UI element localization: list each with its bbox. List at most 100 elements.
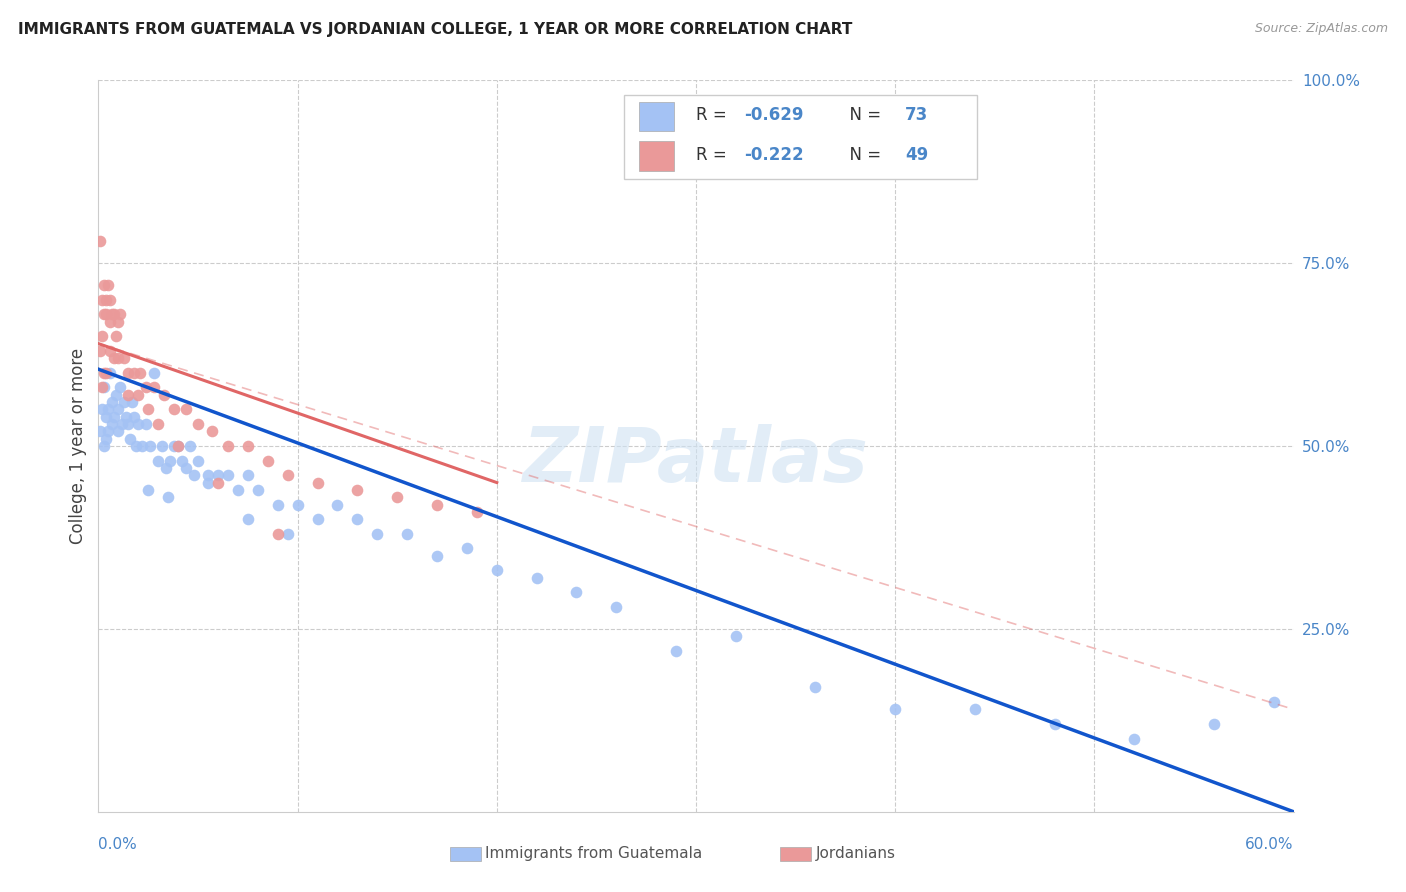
Point [136,483,159,497]
Point [526,571,548,585]
Text: 49: 49 [905,146,928,164]
Point [96,432,118,446]
Point [207,475,229,490]
Point [426,549,449,563]
Point [120,432,142,446]
Point [98,343,122,358]
Point [148,453,170,467]
Point [124,409,146,424]
Point [101,395,124,409]
Point [93,278,115,293]
Point [98,293,122,307]
Point [157,490,180,504]
Point [346,483,368,497]
Point [197,475,219,490]
Bar [638,141,675,170]
Point [96,293,118,307]
Point [127,417,149,431]
Text: ZIPatlas: ZIPatlas [523,424,869,498]
Point [724,629,747,643]
Point [105,329,128,343]
Point [217,439,239,453]
Point [103,307,125,321]
Point [135,417,157,431]
Point [93,366,115,380]
Point [174,461,197,475]
Point [112,395,135,409]
Point [153,388,176,402]
Point [163,402,186,417]
Point [98,366,122,380]
Point [217,468,239,483]
Point [143,366,166,380]
Text: Immigrants from Guatemala: Immigrants from Guatemala [485,847,703,861]
Point [127,388,149,402]
Point [246,483,269,497]
Point [117,417,139,431]
Point [1202,717,1225,731]
Point [97,402,120,417]
Text: N =: N = [839,146,887,164]
Point [163,439,186,453]
Point [103,409,125,424]
Point [105,388,128,402]
Point [465,505,488,519]
Point [1043,717,1066,731]
Point [326,498,349,512]
Point [91,293,114,307]
Point [150,439,173,453]
Point [155,461,177,475]
Point [366,526,388,541]
Point [103,351,125,366]
Point [159,453,181,467]
Point [187,453,209,467]
Point [172,453,194,467]
Point [1263,695,1285,709]
Point [665,644,688,658]
Point [121,395,143,409]
Bar [624,95,977,179]
Point [256,453,278,467]
Text: Jordanians: Jordanians [815,847,896,861]
Point [89,234,111,248]
Point [101,417,124,431]
Point [97,278,120,293]
Point [91,380,114,394]
Point [89,425,111,439]
Point [107,402,129,417]
Point [89,343,111,358]
Point [884,702,907,716]
Point [135,380,157,394]
Point [143,380,166,394]
Point [277,526,299,541]
Point [236,512,259,526]
Point [183,468,205,483]
Point [107,315,129,329]
Point [267,498,290,512]
Point [107,425,129,439]
Text: R =: R = [696,106,733,124]
Text: -0.222: -0.222 [744,146,803,164]
Point [91,402,114,417]
Point [96,366,118,380]
Point [1123,731,1146,746]
Point [605,599,627,614]
Point [110,307,132,321]
Point [96,307,118,321]
Point [91,329,114,343]
Bar [638,102,675,131]
Point [112,351,135,366]
Point [125,439,148,453]
Point [117,366,139,380]
Point [201,425,224,439]
Point [804,681,827,695]
Point [93,380,115,394]
Point [148,417,170,431]
Point [267,526,290,541]
Point [93,307,115,321]
Point [456,541,478,556]
Point [346,512,368,526]
Text: Source: ZipAtlas.com: Source: ZipAtlas.com [1254,22,1388,36]
Point [277,468,299,483]
Point [179,439,201,453]
